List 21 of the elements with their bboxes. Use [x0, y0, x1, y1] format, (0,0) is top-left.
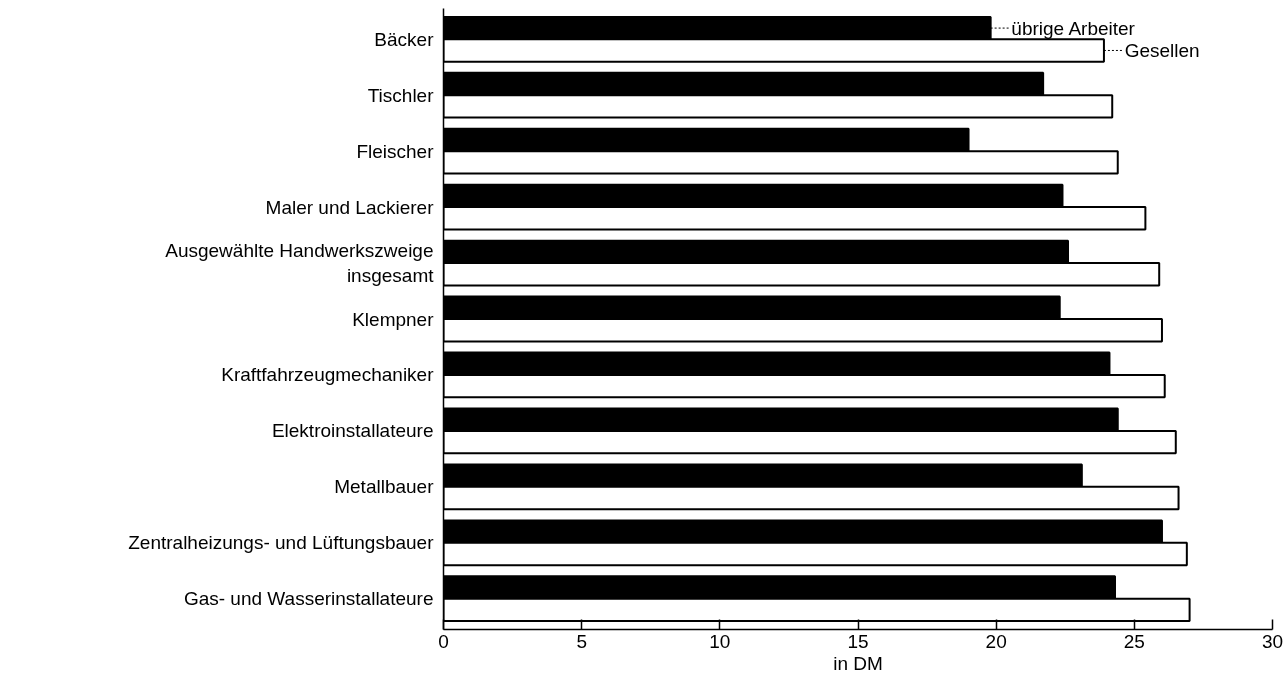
x-axis-title: in DM: [833, 652, 883, 674]
legend-label: übrige Arbeiter: [1011, 17, 1136, 39]
x-tick-label: 10: [709, 630, 731, 652]
x-tick-label: 0: [438, 630, 449, 652]
y-tick-label: Klempner: [352, 308, 435, 330]
legend-label: Gesellen: [1124, 39, 1200, 61]
y-tick-label: Elektroinstallateure: [271, 420, 434, 442]
y-tick-label: Gas- und Wasserinstallateure: [183, 588, 434, 610]
y-tick-label: Fleischer: [356, 140, 435, 162]
y-tick-label: Maler und Lackierer: [265, 196, 435, 218]
x-tick-label: 15: [847, 630, 869, 652]
y-tick-label: Bäcker: [374, 28, 435, 50]
y-tick-label: Tischler: [367, 84, 435, 106]
y-tick-label: Kraftfahrzeugmechaniker: [221, 364, 435, 386]
y-tick-label: Metallbauer: [334, 476, 435, 498]
x-tick-label: 30: [1261, 630, 1284, 652]
x-tick-label: 25: [1123, 630, 1145, 652]
x-tick-label: 20: [985, 630, 1007, 652]
y-tick-label: Zentralheizungs- und Lüftungsbauer: [128, 532, 435, 554]
y-tick-label: Ausgewählte Handwerkszweige insgesamt: [165, 239, 435, 287]
x-tick-label: 5: [576, 630, 587, 652]
